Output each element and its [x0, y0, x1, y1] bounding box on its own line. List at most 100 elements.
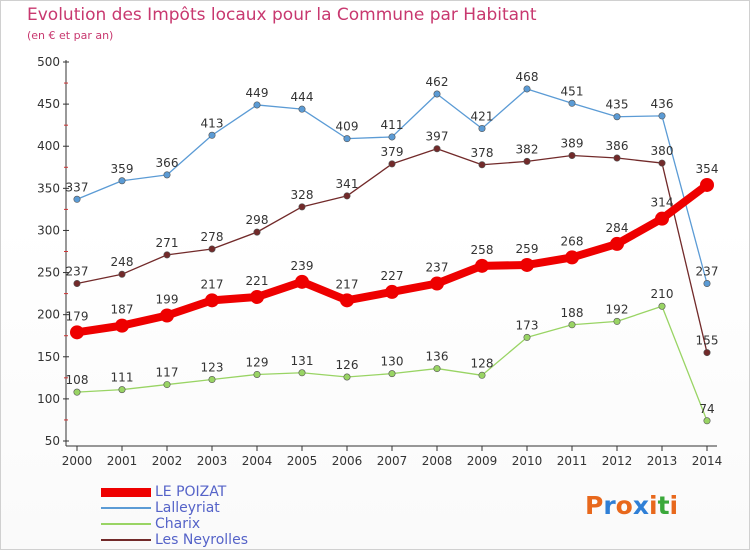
data-point-le-poizat [160, 308, 174, 323]
x-tick-label: 2005 [287, 454, 318, 468]
data-label-les-neyrolles: 378 [471, 146, 494, 160]
data-label-le-poizat: 258 [471, 243, 494, 257]
data-point-charix [523, 333, 531, 341]
data-label-les-neyrolles: 379 [381, 145, 404, 159]
x-tick-label: 2006 [332, 454, 363, 468]
data-point-le-poizat [385, 284, 399, 299]
x-tick-label: 2004 [242, 454, 273, 468]
data-point-charix [568, 321, 576, 329]
data-point-charix [703, 417, 711, 425]
data-label-le-poizat: 314 [651, 196, 674, 210]
legend-label-lalleyriat: Lalleyriat [155, 500, 220, 516]
y-tick-label: 200 [37, 308, 60, 322]
data-label-charix: 130 [381, 355, 404, 369]
data-point-lalleyriat [433, 90, 441, 98]
chart-title: Evolution des Impôts locaux pour la Comm… [27, 5, 537, 25]
data-point-lalleyriat [523, 85, 531, 93]
y-tick-label: 300 [37, 223, 60, 237]
legend-item-charix: Charix [101, 516, 248, 532]
data-label-les-neyrolles: 278 [201, 230, 224, 244]
data-point-le-poizat [565, 250, 579, 265]
data-point-lalleyriat [73, 195, 81, 203]
legend-item-le-poizat: LE POIZAT [101, 484, 248, 500]
data-label-les-neyrolles: 380 [651, 144, 674, 158]
chart-subtitle: (en € et par an) [27, 29, 114, 42]
data-label-charix: 123 [201, 361, 224, 375]
data-point-les-neyrolles [658, 159, 666, 167]
data-point-charix [298, 369, 306, 377]
data-label-lalleyriat: 435 [606, 98, 629, 112]
data-point-le-poizat [205, 293, 219, 308]
legend-swatch-charix [101, 523, 151, 525]
data-point-les-neyrolles [298, 203, 306, 211]
data-label-lalleyriat: 337 [66, 180, 89, 194]
legend-item-lalleyriat: Lalleyriat [101, 500, 248, 516]
data-label-charix: 131 [291, 354, 314, 368]
data-point-les-neyrolles [703, 349, 711, 357]
data-point-lalleyriat [298, 105, 306, 113]
data-label-charix: 192 [606, 302, 629, 316]
x-tick-label: 2011 [557, 454, 588, 468]
data-point-les-neyrolles [73, 280, 81, 288]
y-tick-label: 400 [37, 139, 60, 153]
data-label-le-poizat: 221 [246, 274, 269, 288]
x-tick-label: 2013 [647, 454, 678, 468]
x-tick-label: 2009 [467, 454, 498, 468]
data-point-les-neyrolles [163, 251, 171, 259]
legend-item-les-neyrolles: Les Neyrolles [101, 532, 248, 548]
data-point-le-poizat [430, 276, 444, 291]
data-label-les-neyrolles: 397 [426, 130, 449, 144]
data-label-lalleyriat: 421 [471, 110, 494, 124]
data-label-charix: 129 [246, 355, 269, 369]
data-point-charix [433, 365, 441, 373]
data-point-charix [343, 373, 351, 381]
data-label-lalleyriat: 451 [561, 84, 584, 98]
data-label-les-neyrolles: 328 [291, 188, 314, 202]
legend-swatch-lalleyriat [101, 507, 151, 509]
y-tick-label: 350 [37, 181, 60, 195]
data-point-lalleyriat [208, 131, 216, 139]
x-tick-label: 2012 [602, 454, 633, 468]
legend-swatch-les-neyrolles [101, 539, 151, 541]
data-point-les-neyrolles [433, 145, 441, 153]
legend-label-les-neyrolles: Les Neyrolles [155, 532, 248, 548]
data-label-charix: 173 [516, 318, 539, 332]
y-tick-label: 100 [37, 392, 60, 406]
data-point-le-poizat [250, 289, 264, 304]
data-point-le-poizat [655, 211, 669, 226]
x-tick-label: 2001 [107, 454, 138, 468]
data-label-le-poizat: 187 [111, 303, 134, 317]
data-point-le-poizat [340, 293, 354, 308]
data-label-les-neyrolles: 248 [111, 255, 134, 269]
data-point-les-neyrolles [208, 245, 216, 253]
data-point-le-poizat [520, 257, 534, 272]
data-label-le-poizat: 237 [426, 261, 449, 275]
data-label-charix: 108 [66, 373, 89, 387]
data-point-charix [658, 302, 666, 310]
data-label-le-poizat: 259 [516, 242, 539, 256]
data-point-charix [613, 317, 621, 325]
data-point-lalleyriat [703, 280, 711, 288]
data-label-le-poizat: 268 [561, 234, 584, 248]
data-label-charix: 128 [471, 356, 494, 370]
data-point-le-poizat [610, 236, 624, 251]
data-label-lalleyriat: 413 [201, 116, 224, 130]
data-label-charix: 74 [699, 402, 714, 416]
x-tick-label: 2014 [692, 454, 723, 468]
x-tick-label: 2003 [197, 454, 228, 468]
data-point-le-poizat [295, 274, 309, 289]
data-label-lalleyriat: 411 [381, 118, 404, 132]
data-point-les-neyrolles [478, 161, 486, 169]
legend-swatch-le-poizat [101, 487, 151, 497]
data-point-le-poizat [700, 177, 714, 192]
data-label-charix: 136 [426, 350, 449, 364]
data-point-charix [478, 371, 486, 379]
data-label-les-neyrolles: 341 [336, 177, 359, 191]
x-tick-label: 2007 [377, 454, 408, 468]
data-point-le-poizat [475, 258, 489, 273]
chart-legend: LE POIZAT Lalleyriat Charix Les Neyrolle… [101, 484, 248, 548]
data-point-charix [388, 370, 396, 378]
data-label-les-neyrolles: 271 [156, 236, 179, 250]
data-point-les-neyrolles [388, 160, 396, 168]
